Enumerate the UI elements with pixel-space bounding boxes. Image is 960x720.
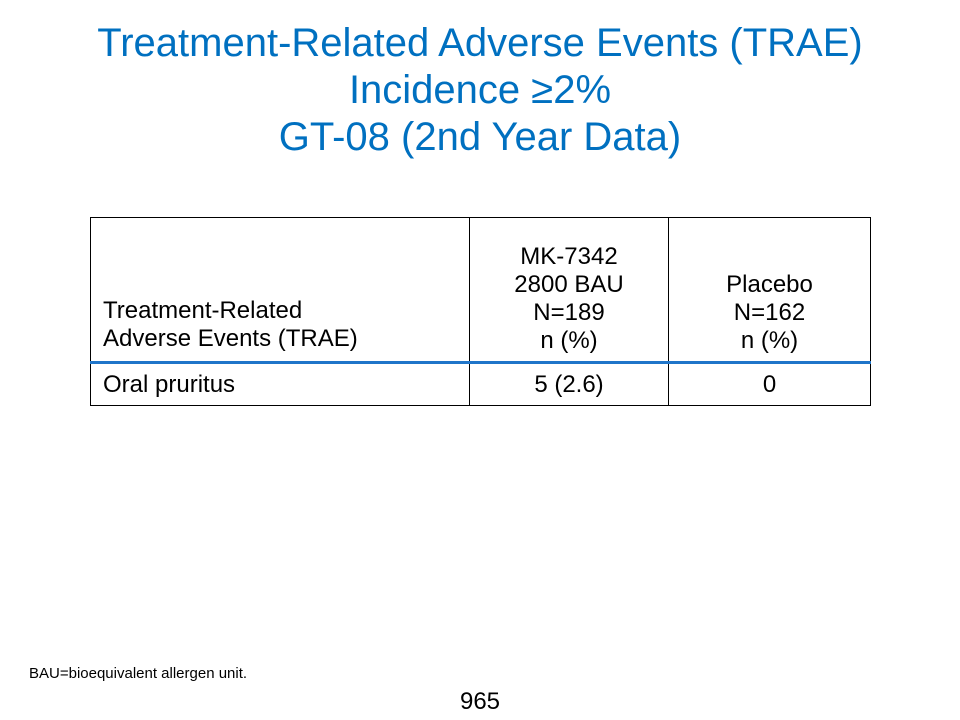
header-drug: MK-7342 2800 BAU N=189 n (%) — [469, 217, 669, 364]
title-line-2: Incidence ≥2% — [348, 68, 612, 112]
cell-event: Oral pruritus — [90, 362, 470, 406]
footnote: BAU=bioequivalent allergen unit. — [29, 665, 248, 682]
header-placebo: Placebo N=162 n (%) — [668, 217, 871, 364]
title-line-3: GT-08 (2nd Year Data) — [278, 115, 682, 159]
trae-table: Treatment-Related Adverse Events (TRAE) … — [90, 217, 871, 406]
header-events: Treatment-Related Adverse Events (TRAE) — [90, 217, 470, 364]
cell-drug: 5 (2.6) — [469, 362, 669, 406]
title-line-1: Treatment-Related Adverse Events (TRAE) — [97, 21, 863, 65]
page-number: 965 — [459, 688, 501, 715]
table-header-row: Treatment-Related Adverse Events (TRAE) … — [90, 217, 871, 364]
slide-title: Treatment-Related Adverse Events (TRAE) … — [0, 20, 960, 161]
table-row: Oral pruritus 5 (2.6) 0 — [90, 362, 871, 406]
cell-placebo: 0 — [668, 362, 871, 406]
